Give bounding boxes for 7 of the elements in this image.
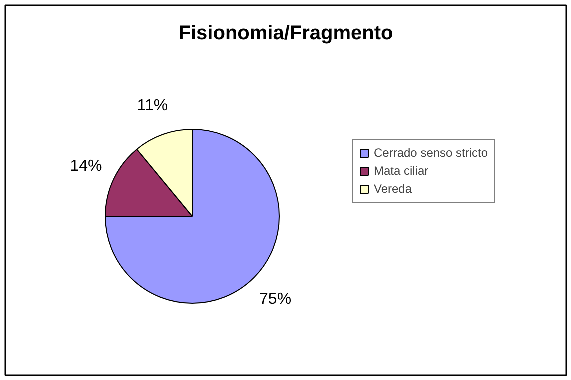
data-label: 11% <box>137 97 168 114</box>
chart-title: Fisionomia/Fragmento <box>178 22 394 44</box>
data-label: 75% <box>260 291 292 308</box>
data-label: 14% <box>70 158 102 175</box>
legend-label: Vereda <box>374 182 412 196</box>
legend-label: Cerrado senso stricto <box>374 146 488 160</box>
legend-label: Mata ciliar <box>374 164 429 178</box>
